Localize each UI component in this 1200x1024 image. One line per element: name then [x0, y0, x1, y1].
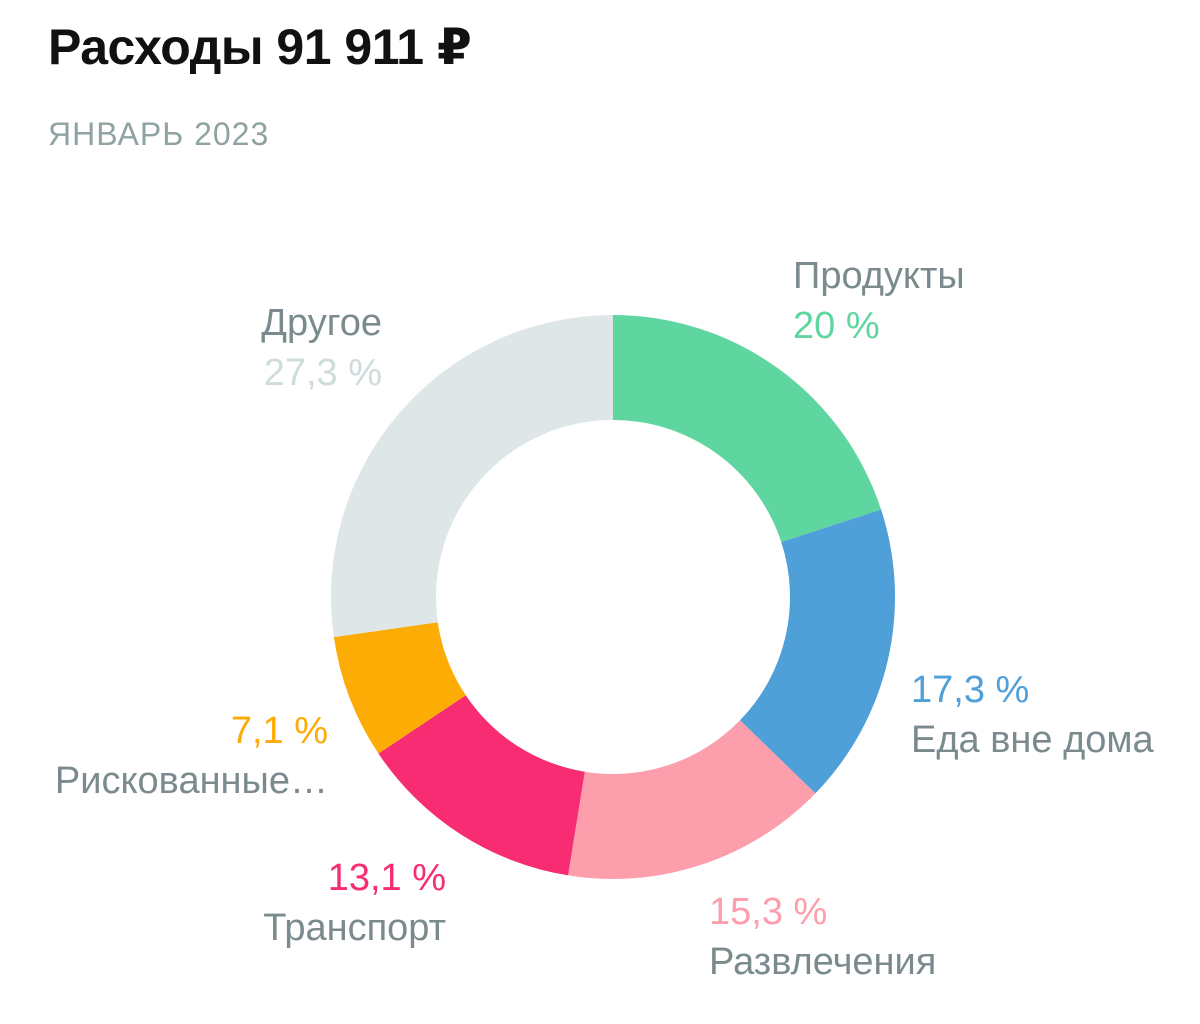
slice-label-entertainment: 15,3 % Развлечения [709, 887, 936, 987]
slice-name-products: Продукты [793, 255, 965, 297]
slice-pct-other: 27,3 % [263, 352, 382, 394]
slice-label-products: Продукты 20 % [793, 251, 965, 351]
slice-name-dining: Еда вне дома [911, 719, 1154, 761]
slice-label-other: Другое 27,3 % [180, 298, 382, 398]
donut-slice-dining [740, 509, 895, 794]
donut-slice-other [330, 315, 613, 638]
slice-name-transport: Транспорт [263, 907, 446, 949]
slice-label-transport: 13,1 % Транспорт [236, 853, 446, 953]
donut-slice-risky [333, 622, 466, 754]
slice-label-dining: 17,3 % Еда вне дома [911, 665, 1154, 765]
slice-pct-transport: 13,1 % [327, 857, 446, 899]
slice-pct-products: 20 % [793, 305, 880, 347]
slice-name-risky: Рискованные… [54, 760, 328, 802]
slice-pct-entertainment: 15,3 % [709, 891, 828, 933]
page-title: Расходы 91 911 ₽ [48, 19, 472, 75]
donut-slice-transport [378, 695, 585, 876]
slice-pct-risky: 7,1 % [230, 710, 328, 752]
donut-slice-products [613, 315, 882, 543]
donut-slice-entertainment [568, 720, 816, 880]
slice-pct-dining: 17,3 % [911, 669, 1030, 711]
period-subtitle: ЯНВАРЬ 2023 [48, 116, 270, 152]
slice-name-entertainment: Развлечения [709, 941, 937, 983]
slice-name-other: Другое [261, 302, 382, 344]
slice-label-risky: 7,1 % Рискованные… [20, 706, 328, 806]
